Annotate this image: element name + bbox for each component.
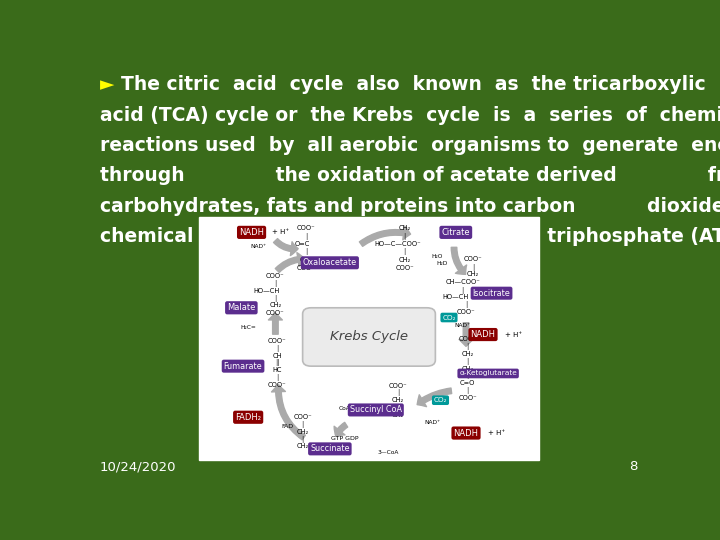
Text: carbohydrates, fats and proteins into carbon           dioxide and: carbohydrates, fats and proteins into ca… [100,197,720,215]
Text: The citric  acid  cycle  also  known  as  the tricarboxylic: The citric acid cycle also known as the … [121,75,706,94]
Text: acid (TCA) cycle or  the Krebs  cycle  is  a  series  of  chemical: acid (TCA) cycle or the Krebs cycle is a… [100,105,720,125]
Text: through              the oxidation of acetate derived              from: through the oxidation of acetate derived… [100,166,720,185]
Text: 10/24/2020: 10/24/2020 [100,460,176,473]
Text: 8: 8 [629,460,638,473]
Text: reactions used  by  all aerobic  organisms to  generate  energy: reactions used by all aerobic organisms … [100,136,720,155]
Text: chemical energy in the form of adenosine triphosphate (ATP).: chemical energy in the form of adenosine… [100,227,720,246]
Bar [199,217,539,460]
Text: ►: ► [100,75,114,94]
